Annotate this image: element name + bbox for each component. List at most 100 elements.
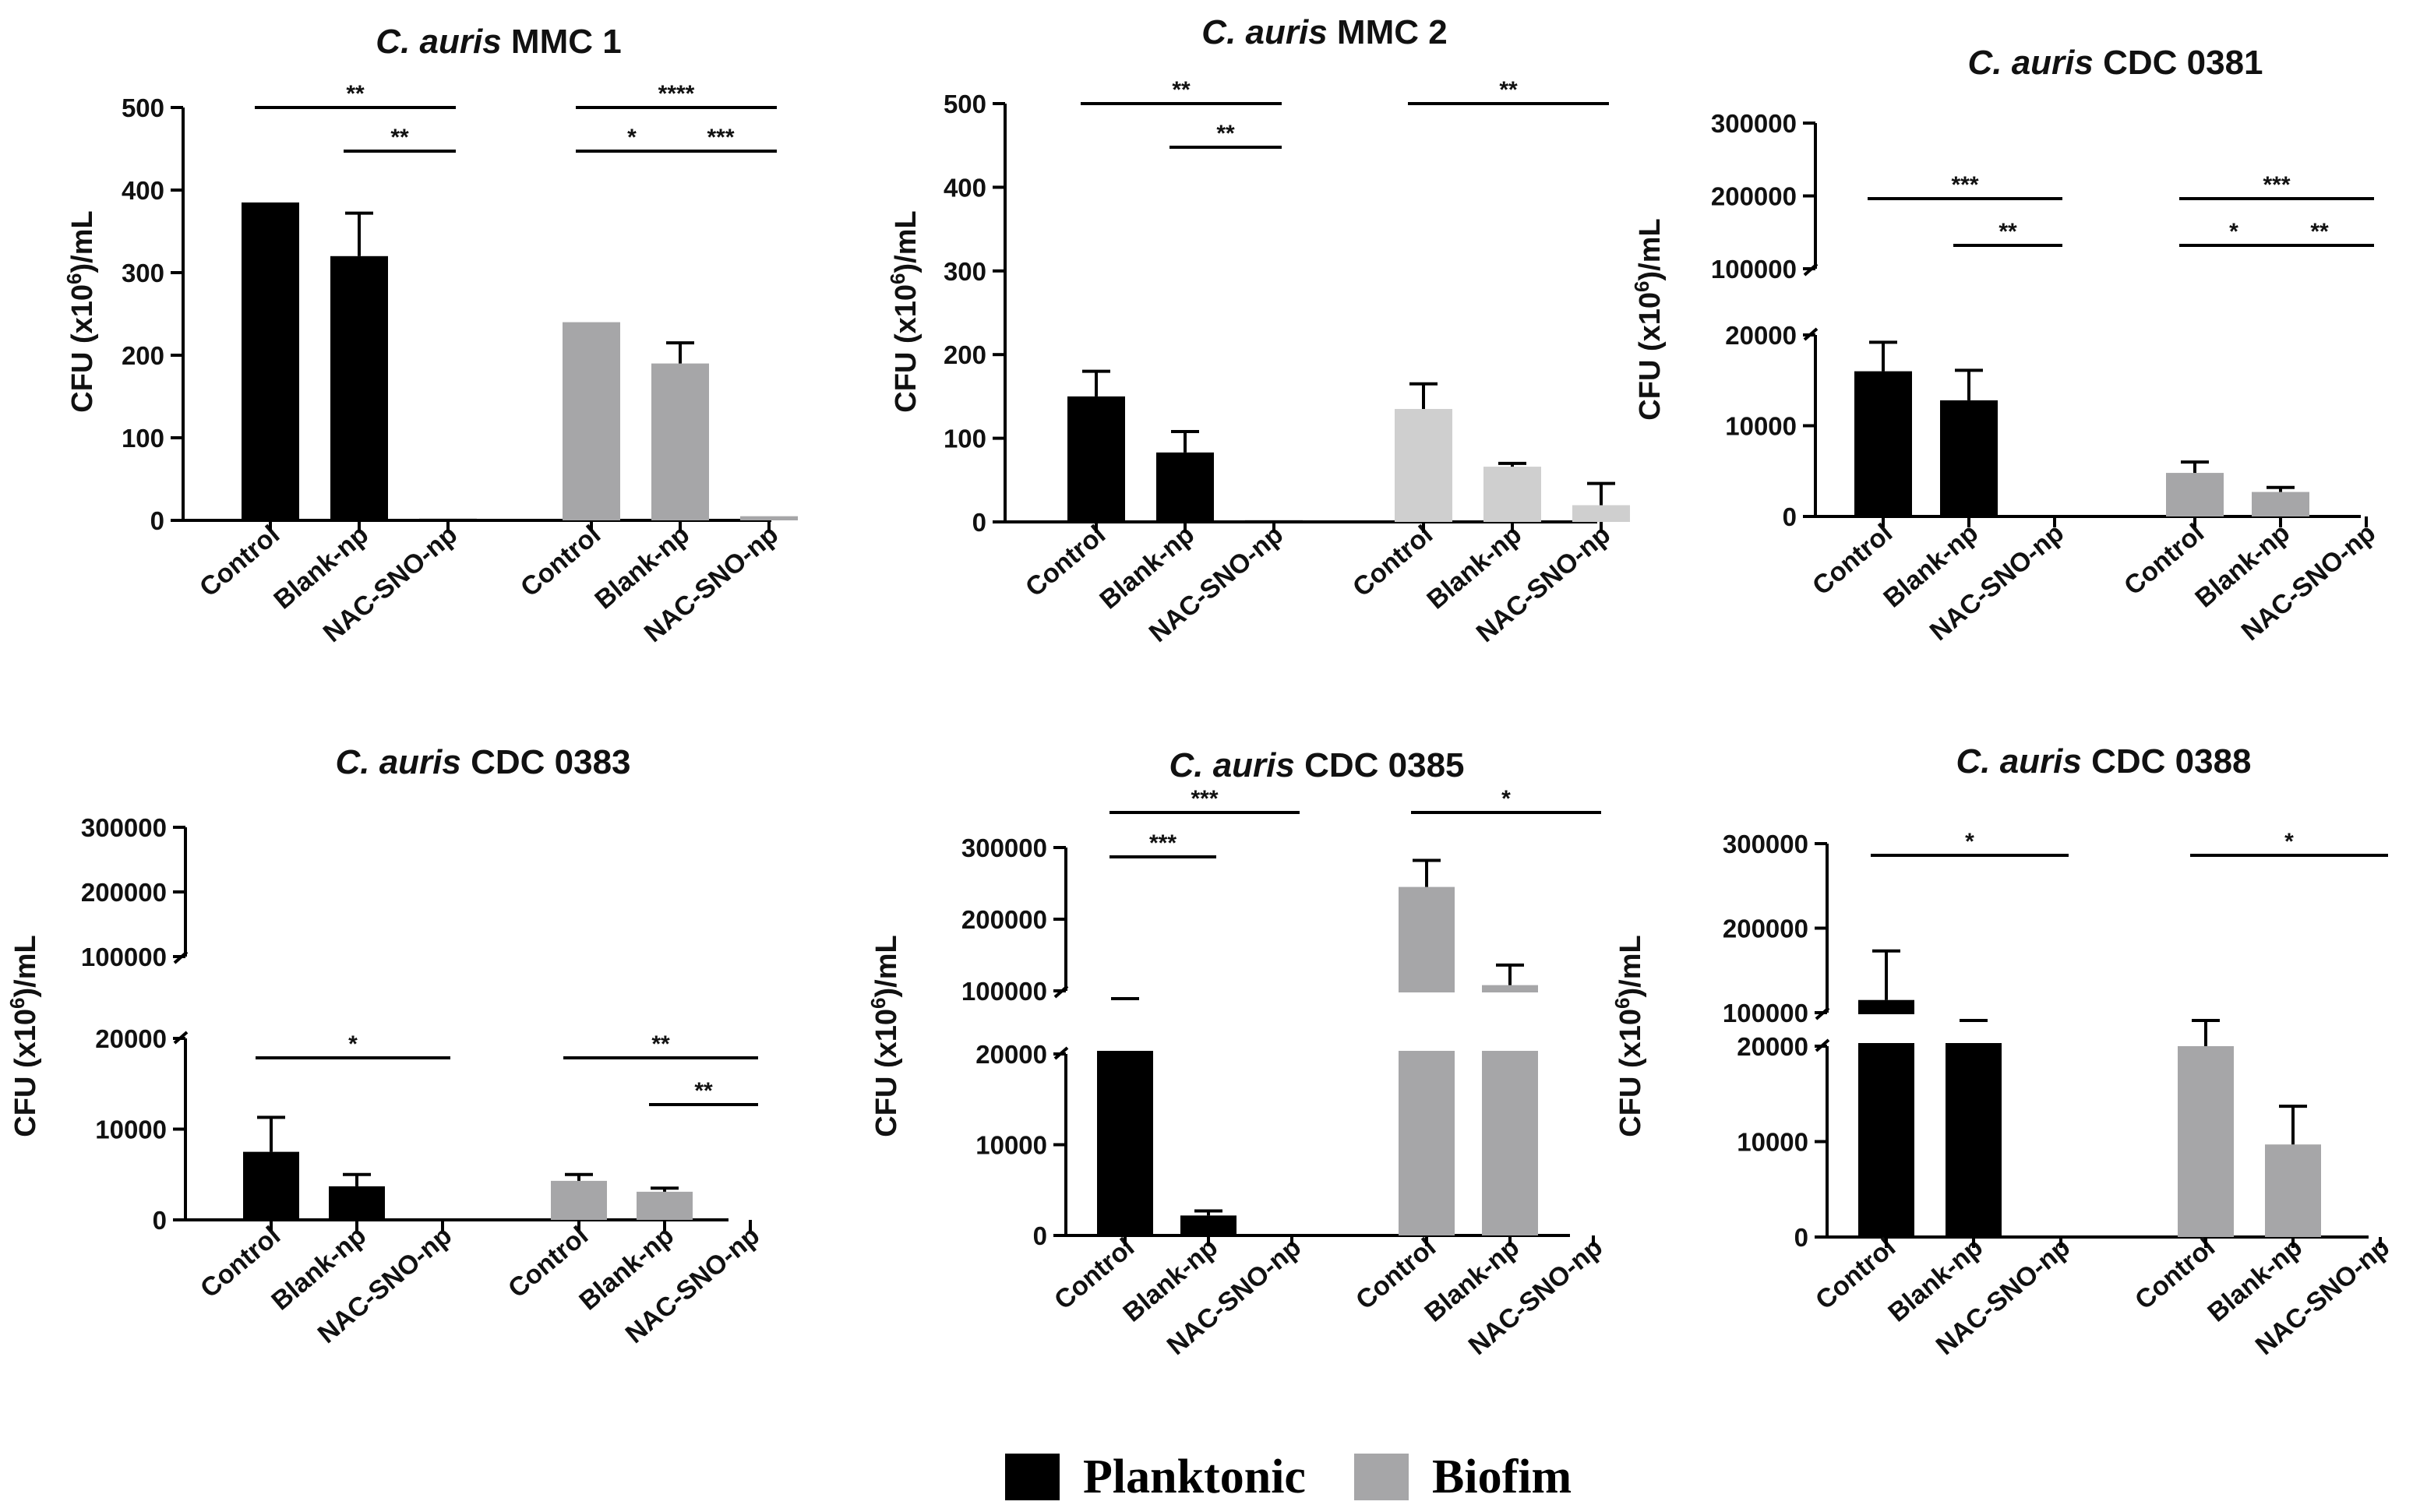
significance-label: * xyxy=(2284,829,2294,855)
bar-planktonic-control xyxy=(1067,396,1125,522)
y-axis-label: CFU (x106)/mL xyxy=(866,935,903,1137)
y-axis-label: CFU (x106)/mL xyxy=(5,935,42,1137)
bar-planktonic-nac-sno-np xyxy=(419,518,477,520)
chart-title: C. auris MMC 1 xyxy=(376,23,621,61)
y-tick-label: 10000 xyxy=(1737,1128,1808,1157)
significance-label: ** xyxy=(694,1078,713,1104)
significance-label: * xyxy=(627,125,637,150)
y-tick-label: 0 xyxy=(1794,1223,1808,1252)
y-tick-label: 500 xyxy=(122,93,164,122)
bar-planktonic-nac-sno-np xyxy=(1245,520,1303,522)
significance-label: ** xyxy=(390,125,409,150)
y-tick-label: 100000 xyxy=(961,977,1047,1006)
y-tick-label: 100000 xyxy=(1711,255,1797,284)
chart-title-species: C. auris xyxy=(1956,742,2091,781)
y-label-end: )/mL xyxy=(1634,218,1667,280)
significance-label: ** xyxy=(2310,219,2329,245)
bar-biofim-control xyxy=(1399,886,1455,1235)
y-tick-label: 20000 xyxy=(975,1040,1047,1069)
bar-biofim-control xyxy=(2166,473,2224,516)
y-label-sup: 6 xyxy=(1630,281,1653,292)
bar-biofim-control xyxy=(551,1180,607,1220)
bar-planktonic-control xyxy=(1854,371,1912,516)
y-tick-label: 10000 xyxy=(95,1115,167,1144)
y-tick-label: 400 xyxy=(944,173,986,202)
y-tick-label: 100 xyxy=(944,425,986,453)
y-label-main: CFU (x10 xyxy=(66,284,99,413)
chart-title-strain: CDC 0381 xyxy=(2103,44,2263,82)
bar-planktonic-blank-np xyxy=(1180,1215,1236,1235)
significance-label: ** xyxy=(651,1031,670,1057)
y-tick-label: 20000 xyxy=(95,1024,167,1053)
bar-biofim-blank-np xyxy=(2265,1144,2321,1237)
significance-label: ** xyxy=(1172,77,1191,103)
chart-panel-3: C. auris CDC 0381 CFU (x106)/mL 0 10000 2000… xyxy=(1630,44,2381,647)
bar-biofim-control xyxy=(2178,1046,2234,1237)
y-tick-label: 20000 xyxy=(1737,1032,1808,1061)
bar-planktonic-blank-np xyxy=(329,1186,385,1220)
bar-planktonic-blank-np xyxy=(1946,1020,2002,1237)
bar-biofim-blank-np xyxy=(2252,492,2309,516)
chart-title-species: C. auris xyxy=(1201,13,1337,51)
y-axis-label: CFU (x106)/mL xyxy=(1630,218,1667,420)
significance-label: ** xyxy=(1998,219,2017,245)
bar-biofim-blank-np xyxy=(1483,467,1541,522)
significance-label: *** xyxy=(2263,172,2290,198)
y-label-sup: 6 xyxy=(866,998,890,1009)
bar-biofim-control xyxy=(563,322,620,520)
bar-biofim-blank-np xyxy=(637,1191,693,1220)
significance-label: *** xyxy=(1149,830,1177,856)
bar-planktonic-blank-np xyxy=(330,256,388,520)
y-axis-label: CFU (x106)/mL xyxy=(886,210,923,412)
chart-title-strain: MMC 2 xyxy=(1337,13,1448,51)
significance-label: ** xyxy=(1499,77,1518,103)
bar-planktonic-control xyxy=(243,1151,299,1220)
y-tick-label: 10000 xyxy=(1725,412,1797,441)
y-tick-label: 0 xyxy=(972,508,986,537)
y-axis-label: CFU (x106)/mL xyxy=(1610,935,1647,1137)
bar-break-gap xyxy=(1944,1014,2003,1043)
chart-title: C. auris CDC 0388 xyxy=(1956,742,2251,781)
significance-label: ** xyxy=(346,81,365,107)
chart-title-species: C. auris xyxy=(1169,746,1304,784)
bar-biofim-nac-sno-np xyxy=(740,516,798,520)
bar-biofim-nac-sno-np xyxy=(1572,505,1630,522)
y-tick-label: 0 xyxy=(1783,502,1797,531)
y-tick-label: 300000 xyxy=(1723,830,1808,858)
significance-label: *** xyxy=(707,125,734,150)
chart-panel-5: C. auris CDC 0385 CFU (x106)/mL 0 10000 2000… xyxy=(866,746,1608,1361)
y-tick-label: 300000 xyxy=(81,813,167,842)
bar-break-gap xyxy=(1095,992,1155,1051)
y-label-main: CFU (x10 xyxy=(9,1009,42,1137)
significance-label: * xyxy=(2229,219,2238,245)
bar-biofim-control xyxy=(1395,409,1452,522)
y-tick-label: 10000 xyxy=(975,1131,1047,1160)
y-tick-label: 500 xyxy=(944,90,986,118)
y-label-main: CFU (x10 xyxy=(870,1009,903,1137)
chart-panel-4: C. auris CDC 0383 CFU (x106)/mL 0 10000 2000… xyxy=(5,743,765,1349)
chart-panel-2: C. auris MMC 2 CFU (x106)/mL 0 100 200 300 400… xyxy=(886,13,1630,648)
chart-title-species: C. auris xyxy=(376,23,511,61)
legend-label-planktonic: Planktonic xyxy=(1083,1450,1306,1503)
significance-label: * xyxy=(348,1031,358,1057)
y-tick-label: 300 xyxy=(122,259,164,287)
bar-break-gap xyxy=(1397,992,1456,1051)
bar-break-gap xyxy=(1857,1014,1916,1043)
y-label-end: )/mL xyxy=(9,935,42,997)
y-label-sup: 6 xyxy=(62,273,86,284)
y-label-sup: 6 xyxy=(5,998,29,1009)
chart-title-strain: MMC 1 xyxy=(511,23,622,61)
significance-label: *** xyxy=(1951,172,1978,198)
bar-planktonic-blank-np xyxy=(1940,400,1998,516)
chart-title: C. auris CDC 0385 xyxy=(1169,746,1464,784)
significance-label: **** xyxy=(658,81,695,107)
y-tick-label: 100000 xyxy=(1723,999,1808,1027)
y-tick-label: 20000 xyxy=(1725,321,1797,350)
chart-panel-1: C. auris MMC 1 CFU (x106)/mL 0 100 200 300 400… xyxy=(62,23,798,648)
significance-label: ** xyxy=(1216,121,1235,146)
chart-panel-6: C. auris CDC 0388 CFU (x106)/mL 0 10000 2000… xyxy=(1610,742,2395,1361)
y-label-sup: 6 xyxy=(886,273,909,284)
chart-title: C. auris MMC 2 xyxy=(1201,13,1447,51)
